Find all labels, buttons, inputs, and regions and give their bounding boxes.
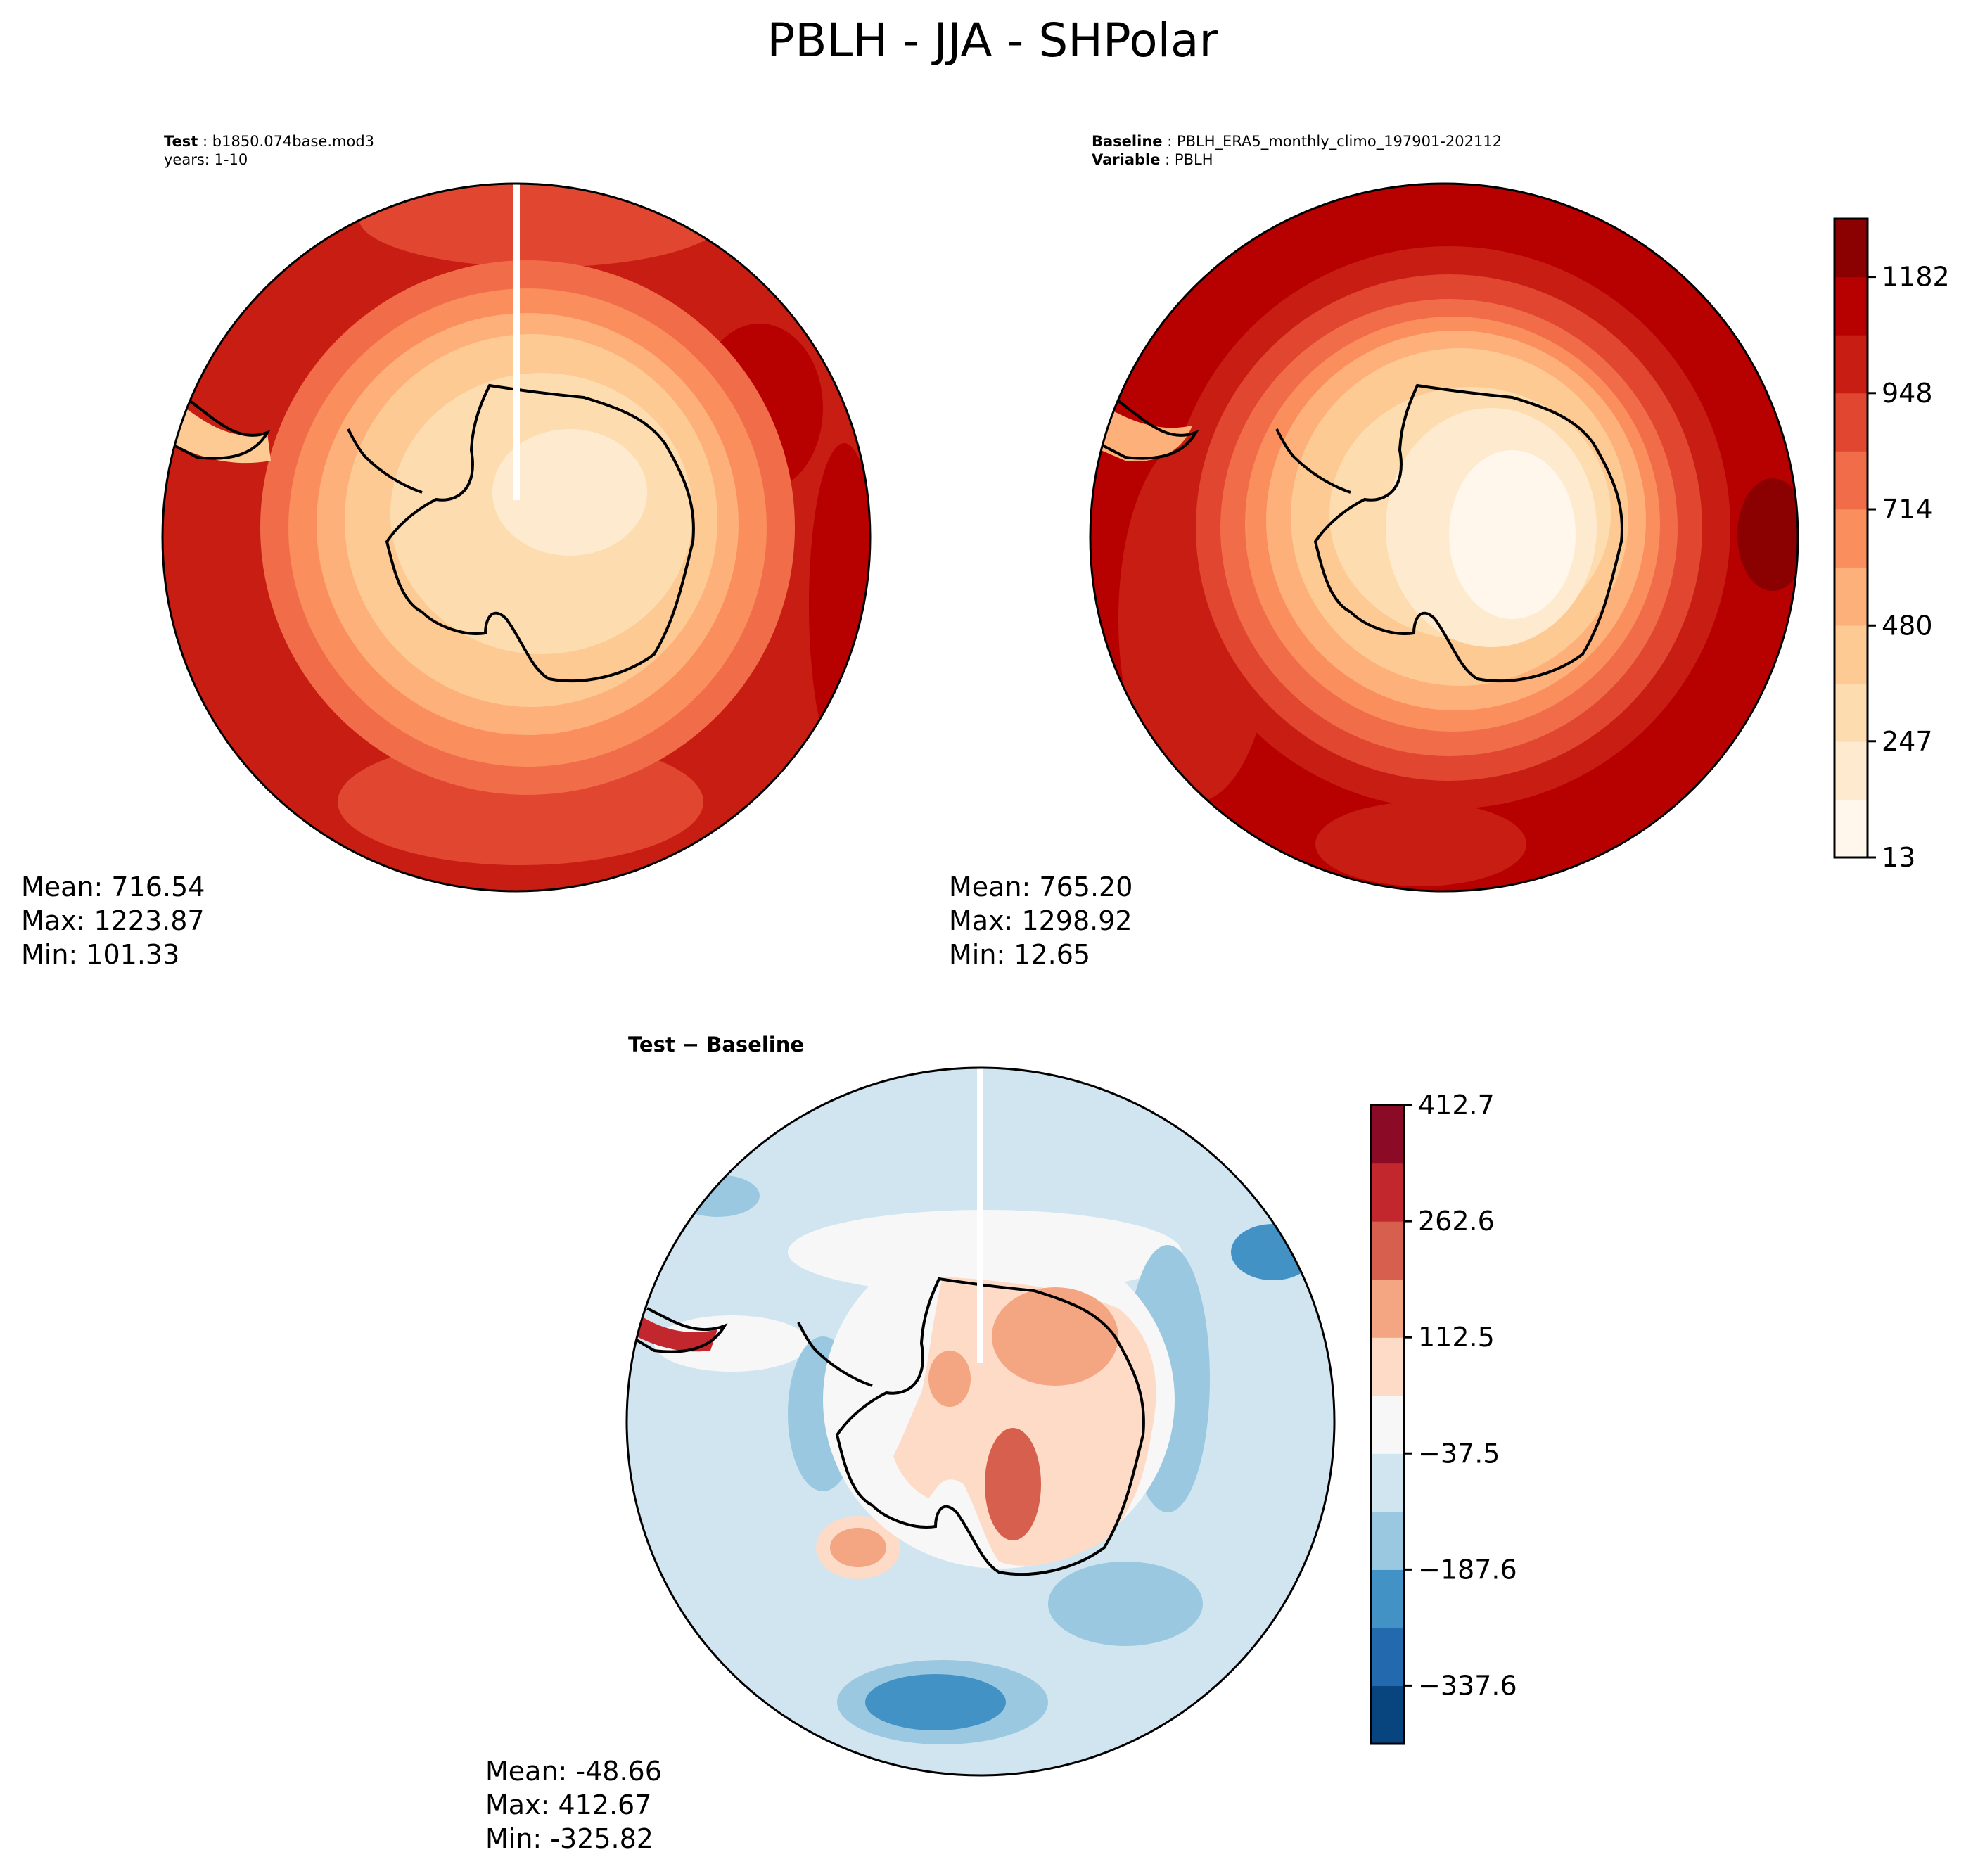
test-mean: Mean: 716.54 [21, 872, 205, 902]
baseline-peninsula-coast [1275, 428, 1351, 494]
figure-title: PBLH - JJA - SHPolar [767, 13, 1218, 68]
test-header-line1: Test : b1850.074base.mod3 [164, 133, 374, 150]
colorbar-tick-label: −187.6 [1418, 1554, 1517, 1585]
test-seam [513, 184, 520, 500]
colorbar-segment [1371, 1163, 1404, 1222]
colorbar-segment [1834, 567, 1868, 626]
colorbar-segment [1371, 1569, 1404, 1628]
colorbar-segment [1371, 1279, 1404, 1338]
baseline-header-line1: Baseline : PBLH_ERA5_monthly_climo_19790… [1092, 133, 1502, 151]
baseline-min: Min: 12.65 [949, 939, 1090, 970]
colorbar-segment [1834, 451, 1868, 510]
difference-panel: Test − Baseline Mean: -48 [485, 1033, 1517, 1854]
difference-seam [977, 1068, 983, 1363]
colorbar-segment [1834, 741, 1868, 800]
test-antarctica-coast [385, 383, 695, 683]
test-header-years: years: 1-10 [164, 151, 248, 168]
baseline-panel: Baseline : PBLH_ERA5_monthly_climo_19790… [949, 133, 1950, 970]
colorbar-tick-label: −37.5 [1418, 1438, 1500, 1469]
baseline-map-border [1089, 182, 1799, 893]
test-map [162, 184, 870, 891]
test-header-label: Test [164, 133, 198, 150]
colorbar-segment [1834, 509, 1868, 568]
colorbar-tick-label: 262.6 [1418, 1206, 1495, 1237]
difference-mean: Mean: -48.66 [485, 1756, 662, 1787]
colorbar-segment [1371, 1685, 1404, 1744]
colorbar-segment [1371, 1395, 1404, 1454]
difference-colorbar: 412.7 262.6 112.5 −37.5 −187.6 −337.6 [1370, 1090, 1517, 1745]
difference-min: Min: -325.82 [485, 1823, 653, 1854]
difference-max: Max: 412.67 [485, 1789, 651, 1820]
difference-map-border [625, 1066, 1336, 1777]
difference-map [627, 1068, 1334, 1775]
colorbar-tick-label: −337.6 [1418, 1670, 1517, 1701]
colorbar-tick-label: 1182 [1882, 262, 1950, 293]
difference-antarctica-coast [835, 1277, 1145, 1576]
colorbar-segment [1371, 1627, 1404, 1687]
baseline-map [1090, 184, 1798, 891]
colorbar-tick-label: 112.5 [1418, 1322, 1495, 1353]
colorbar-tick-label: 714 [1882, 494, 1933, 525]
test-south-america-coast [172, 400, 271, 460]
colorbar-tick-label: 948 [1882, 378, 1933, 409]
test-panel: Test : b1850.074base.mod3 years: 1-10 Me… [21, 133, 872, 970]
test-min: Min: 101.33 [21, 939, 179, 970]
colorbar-tick-label: 13 [1882, 842, 1915, 873]
colorbar-segment [1371, 1105, 1404, 1164]
colorbar-segment [1834, 335, 1868, 394]
colorbar-segment [1371, 1221, 1404, 1280]
test-peninsula-coast [347, 428, 423, 494]
baseline-header-label: Baseline [1092, 133, 1163, 150]
difference-south-america-coast [635, 1307, 728, 1353]
colorbar-segment [1371, 1337, 1404, 1396]
test-header-value: b1850.074base.mod3 [212, 133, 374, 150]
colorbar-segment [1834, 393, 1868, 452]
colorbar-frame [1833, 217, 1869, 859]
colorbar-segment [1834, 219, 1868, 278]
baseline-variable-value: PBLH [1175, 151, 1213, 168]
baseline-header-value: PBLH_ERA5_monthly_climo_197901-202112 [1177, 133, 1502, 151]
colorbar-segment [1371, 1453, 1404, 1512]
baseline-max: Max: 1298.92 [949, 905, 1132, 936]
baseline-variable-label: Variable [1092, 151, 1160, 168]
baseline-mean: Mean: 765.20 [949, 872, 1132, 902]
colorbar-tick-label: 412.7 [1418, 1090, 1495, 1121]
difference-header: Test − Baseline [628, 1033, 804, 1057]
colorbar-segment [1371, 1511, 1404, 1570]
baseline-colorbar: 1182 948 714 480 247 13 [1833, 217, 1950, 873]
test-map-border [161, 182, 872, 893]
baseline-south-america-coast [1100, 400, 1199, 460]
colorbar-segment [1834, 683, 1868, 742]
colorbar-tick-label: 247 [1882, 726, 1933, 757]
colorbar-segment [1834, 276, 1868, 336]
colorbar-segment [1834, 625, 1868, 684]
colorbar-frame [1370, 1104, 1405, 1745]
baseline-antarctica-coast [1313, 383, 1623, 683]
colorbar-segment [1834, 799, 1868, 858]
colorbar-tick-label: 480 [1882, 610, 1933, 641]
test-max: Max: 1223.87 [21, 905, 205, 936]
baseline-header-line2: Variable : PBLH [1092, 151, 1213, 168]
difference-peninsula-coast [797, 1322, 873, 1387]
